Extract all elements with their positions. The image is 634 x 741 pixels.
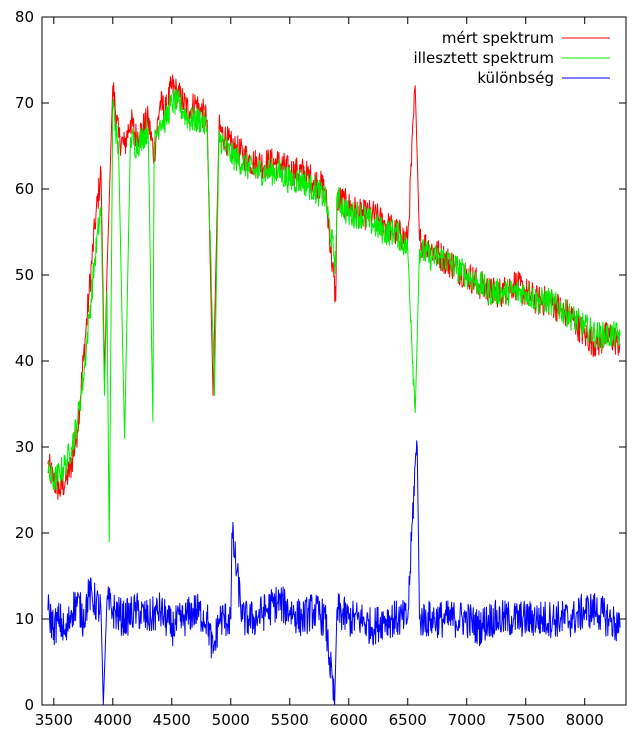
- x-tick-label: 3500: [35, 711, 73, 729]
- x-tick-label: 4000: [94, 711, 132, 729]
- y-tick-label: 70: [15, 94, 34, 112]
- legend: mért spektrum illesztett spektrum különb…: [414, 29, 610, 87]
- y-tick-label: 30: [15, 438, 34, 456]
- y-tick-label: 40: [15, 352, 34, 370]
- y-tick-label: 50: [15, 266, 34, 284]
- y-axis: 0 10 20 30 40 50 60 70 80: [15, 8, 626, 714]
- plot-frame: [41, 16, 627, 706]
- series-layer: [47, 74, 621, 706]
- legend-label-merted: mért spektrum: [442, 29, 554, 47]
- plot-area: 3500 4000 4500 5000 5500 6000 6500 7000 7500 8000…: [15, 8, 627, 729]
- x-tick-label: 5000: [212, 711, 250, 729]
- x-tick-label: 4500: [153, 711, 191, 729]
- y-tick-label: 60: [15, 180, 34, 198]
- legend-label-illesztett: illesztett spektrum: [414, 49, 554, 67]
- x-tick-label: 6000: [330, 711, 368, 729]
- x-tick-label: 6500: [389, 711, 427, 729]
- y-tick-label: 10: [15, 610, 34, 628]
- x-axis: 3500 4000 4500 5000 5500 6000 6500 7000 7500 8000: [35, 17, 604, 729]
- series-line-2: [47, 440, 621, 706]
- series-line-1: [47, 88, 621, 543]
- y-tick-label: 0: [24, 696, 34, 714]
- y-tick-label: 20: [15, 524, 34, 542]
- legend-label-kulonbseg: különbség: [477, 69, 554, 87]
- x-tick-label: 7000: [448, 711, 486, 729]
- x-tick-label: 7500: [507, 711, 545, 729]
- x-tick-label: 5500: [271, 711, 309, 729]
- x-tick-label: 8000: [566, 711, 604, 729]
- y-tick-label: 80: [15, 8, 34, 26]
